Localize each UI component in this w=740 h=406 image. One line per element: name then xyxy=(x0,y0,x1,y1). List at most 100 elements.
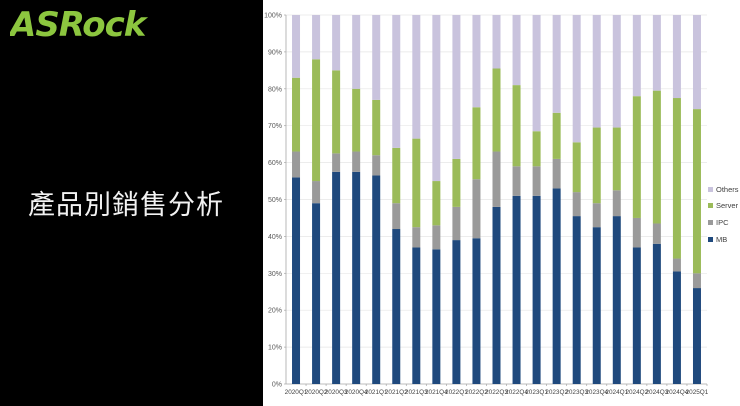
legend-swatch-icon xyxy=(708,236,713,242)
bar-segment-server xyxy=(412,138,421,228)
bar-segment-ipc xyxy=(472,179,481,239)
bar-segment-mb xyxy=(352,171,361,384)
bar-segment-others xyxy=(432,15,441,182)
bar-segment-others xyxy=(332,15,341,71)
bar-segment-others xyxy=(672,15,681,99)
bar-segment-others xyxy=(292,15,301,78)
bar-segment-ipc xyxy=(592,203,601,228)
bar-segment-ipc xyxy=(292,151,301,178)
x-tick-label: 2021Q3 xyxy=(405,389,428,396)
bar-segment-mb xyxy=(672,271,681,384)
bar-segment-mb xyxy=(412,247,421,384)
bar-segment-server xyxy=(492,68,501,152)
y-tick-label: 10% xyxy=(268,345,282,352)
x-tick-label: 2022Q3 xyxy=(485,389,508,396)
bar-2023Q2 xyxy=(552,15,561,384)
bar-segment-mb xyxy=(692,288,701,384)
asrock-logo: ASRock xyxy=(7,5,170,45)
stacked-bar-chart: 0%10%20%30%40%50%60%70%80%90%100%2020Q12… xyxy=(264,13,709,397)
bar-2024Q4 xyxy=(672,15,681,384)
x-tick-label: 2023Q4 xyxy=(585,389,608,396)
bar-segment-mb xyxy=(392,229,401,384)
x-tick-label: 2024Q1 xyxy=(605,389,628,396)
legend-swatch-icon xyxy=(708,203,713,209)
bar-segment-others xyxy=(492,15,501,69)
bar-segment-server xyxy=(352,88,361,152)
legend-item-ipc: IPC xyxy=(708,214,740,231)
bar-segment-others xyxy=(632,15,641,97)
y-tick-label: 40% xyxy=(268,234,282,241)
y-tick-label: 60% xyxy=(268,160,282,167)
x-tick-label: 2023Q3 xyxy=(565,389,588,396)
legend-label: Others xyxy=(716,184,739,194)
bar-2020Q2 xyxy=(312,15,321,384)
bar-segment-mb xyxy=(492,206,501,384)
bar-segment-mb xyxy=(472,238,481,384)
legend-swatch-icon xyxy=(708,219,713,225)
legend-item-mb: MB xyxy=(708,231,740,248)
bar-2020Q1 xyxy=(292,15,301,384)
bar-2022Q3 xyxy=(492,15,501,384)
x-tick-label: 2020Q3 xyxy=(325,389,348,396)
bar-segment-server xyxy=(652,90,661,224)
bar-segment-mb xyxy=(332,171,341,384)
bar-segment-mb xyxy=(632,247,641,384)
x-tick-label: 2021Q4 xyxy=(425,389,448,396)
bar-2024Q2 xyxy=(632,15,641,384)
bar-segment-others xyxy=(472,15,481,108)
x-tick-label: 2023Q2 xyxy=(545,389,568,396)
x-tick-label: 2021Q2 xyxy=(385,389,408,396)
bar-segment-others xyxy=(512,15,521,86)
y-tick-label: 30% xyxy=(268,271,282,278)
bar-segment-others xyxy=(312,15,321,60)
bar-segment-server xyxy=(432,181,441,226)
bar-segment-server xyxy=(452,158,461,207)
bar-segment-ipc xyxy=(492,151,501,207)
bar-segment-mb xyxy=(592,227,601,384)
bar-segment-ipc xyxy=(532,166,541,196)
bar-segment-others xyxy=(552,15,561,113)
bar-segment-others xyxy=(352,15,361,89)
x-tick-label: 2024Q2 xyxy=(625,389,648,396)
bar-2020Q4 xyxy=(352,15,361,384)
bar-2023Q4 xyxy=(592,15,601,384)
bar-segment-mb xyxy=(512,195,521,384)
bar-segment-server xyxy=(612,127,621,191)
bar-2021Q1 xyxy=(372,15,381,384)
bar-segment-server xyxy=(632,96,641,218)
y-tick-label: 50% xyxy=(268,197,282,204)
chart-panel: 0% 10% 20% 30% 40% 50% 60% 70% 80% 90% 100% 2020Q1 2… xyxy=(263,0,740,406)
legend-label: Server xyxy=(716,201,739,211)
y-tick-label: 100% xyxy=(264,13,282,20)
chart-legend: Others Server IPC MB xyxy=(708,181,740,247)
x-tick-label: 2024Q3 xyxy=(646,389,669,396)
bar-segment-server xyxy=(392,147,401,204)
legend-item-server: Server xyxy=(708,198,740,215)
bar-2024Q3 xyxy=(652,15,661,384)
bar-2022Q2 xyxy=(472,15,481,384)
bar-2024Q1 xyxy=(612,15,621,384)
bar-segment-mb xyxy=(292,177,301,384)
bar-2023Q3 xyxy=(572,15,581,384)
bar-segment-ipc xyxy=(512,166,521,196)
x-tick-label: 2020Q4 xyxy=(345,389,368,396)
bar-segment-mb xyxy=(532,195,541,384)
x-tick-label: 2024Q4 xyxy=(666,389,689,396)
svg-text:ASRock: ASRock xyxy=(10,6,149,42)
bar-segment-server xyxy=(572,142,581,193)
bar-segment-mb xyxy=(452,240,461,384)
bar-2020Q3 xyxy=(332,15,341,384)
bar-segment-others xyxy=(412,15,421,139)
bar-segment-server xyxy=(472,107,481,180)
bar-segment-mb xyxy=(572,216,581,384)
x-tick-label: 2023Q1 xyxy=(525,389,548,396)
bar-2025Q1 xyxy=(692,15,701,384)
bar-segment-ipc xyxy=(612,190,621,217)
bar-segment-mb xyxy=(612,216,621,384)
bar-segment-others xyxy=(692,15,701,110)
bar-segment-ipc xyxy=(452,206,461,241)
x-tick-label: 2021Q1 xyxy=(365,389,388,396)
bar-segment-server xyxy=(512,85,521,167)
bar-segment-ipc xyxy=(652,223,661,244)
y-tick-label: 20% xyxy=(268,308,282,315)
